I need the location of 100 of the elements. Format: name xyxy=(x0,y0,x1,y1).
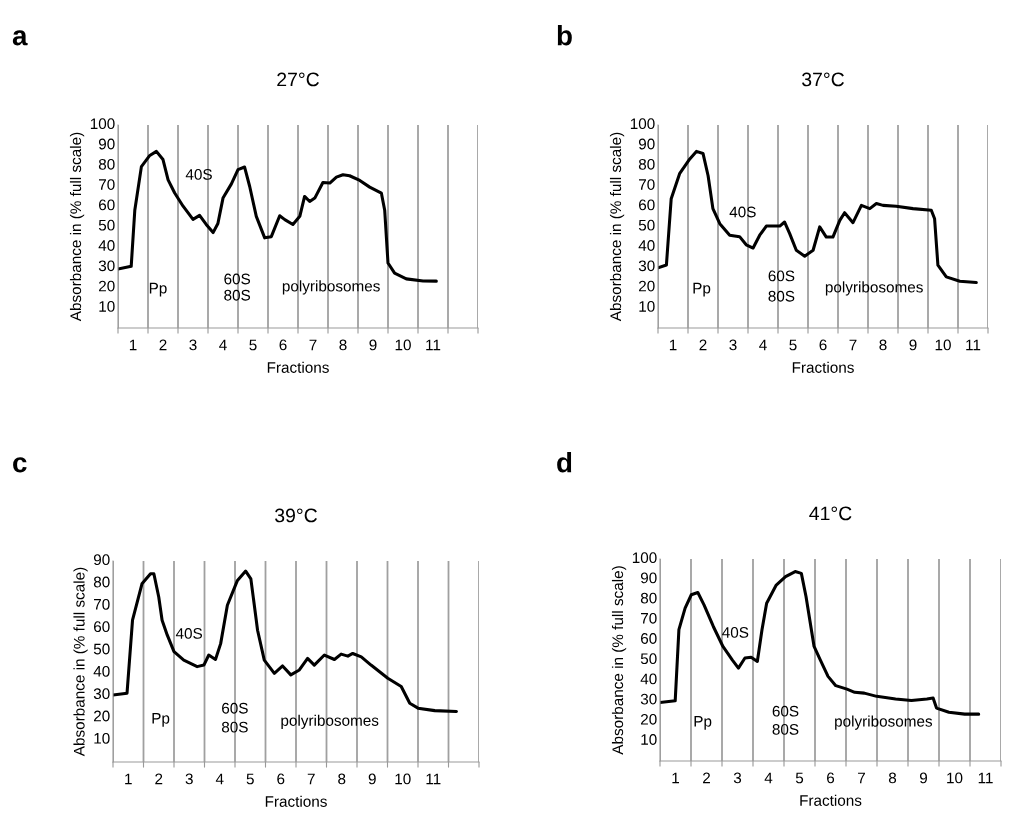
y-tick-label: 70 xyxy=(99,179,115,190)
x-tick-label: 2 xyxy=(159,339,167,351)
y-tick-label: 50 xyxy=(638,219,655,231)
y-tick-label: 20 xyxy=(639,280,655,292)
y-tick-label: 60 xyxy=(94,621,110,633)
x-tick-label: 1 xyxy=(669,339,677,351)
annotation: 40S xyxy=(185,169,212,180)
annotation: 60S xyxy=(772,705,799,717)
x-tick-label: 11 xyxy=(426,339,441,351)
x-tick-label: 10 xyxy=(395,339,411,351)
x-tick-label: 3 xyxy=(729,339,737,351)
x-tick-label: 11 xyxy=(426,773,441,785)
y-tick-label: 80 xyxy=(98,158,115,170)
y-tick-label: 80 xyxy=(640,592,657,604)
y-tick-label: 60 xyxy=(99,199,115,211)
annotation: Pp xyxy=(693,282,711,297)
y-tick-label: 70 xyxy=(639,179,655,190)
x-tick-label: 1 xyxy=(129,339,137,351)
y-tick-label: 80 xyxy=(93,576,110,588)
y-axis-title: Absorbance in (% full scale) xyxy=(69,132,85,322)
y-tick-label: 40 xyxy=(640,673,657,685)
annotation: 60S xyxy=(222,702,248,714)
y-tick-label: 100 xyxy=(630,118,655,130)
annotation: 40S xyxy=(175,628,203,639)
annotation: polyribosomes xyxy=(825,281,923,296)
annotation: 80S xyxy=(768,290,795,302)
x-tick-label: 5 xyxy=(246,773,254,785)
y-tick-label: 90 xyxy=(638,138,655,150)
y-tick-label: 10 xyxy=(94,732,110,744)
x-tick-label: 3 xyxy=(185,773,193,785)
y-tick-label: 60 xyxy=(639,199,655,211)
x-tick-label: 4 xyxy=(764,772,773,784)
x-tick-label: 11 xyxy=(966,339,981,351)
x-tick-label: 9 xyxy=(919,772,928,784)
x-tick-label: 6 xyxy=(277,773,285,785)
annotation: polyribosomes xyxy=(281,714,379,729)
y-tick-label: 90 xyxy=(98,138,115,150)
y-axis-title: Absorbance in (% full scale) xyxy=(611,566,627,755)
y-tick-label: 20 xyxy=(99,280,115,292)
y-tick-label: 40 xyxy=(638,240,655,251)
x-axis-title: Fractions xyxy=(792,361,854,373)
x-tick-label: 4 xyxy=(219,339,227,351)
y-tick-label: 10 xyxy=(99,300,115,312)
x-tick-label: 7 xyxy=(858,772,865,784)
x-tick-label: 9 xyxy=(909,339,917,351)
annotation: 80S xyxy=(224,289,251,301)
annotation: polyribosomes xyxy=(282,280,380,295)
x-axis-title: Fractions xyxy=(265,795,327,807)
x-tick-label: 6 xyxy=(279,339,287,351)
x-tick-label: 5 xyxy=(795,772,804,784)
y-tick-label: 40 xyxy=(98,240,115,251)
x-tick-label: 9 xyxy=(369,339,377,351)
y-tick-label: 70 xyxy=(641,612,657,624)
x-axis-title: Fractions xyxy=(267,361,329,373)
y-tick-label: 80 xyxy=(638,158,655,170)
annotation: 60S xyxy=(224,273,251,285)
x-tick-label: 6 xyxy=(819,339,827,351)
x-tick-label: 9 xyxy=(368,773,376,785)
y-tick-label: 30 xyxy=(98,260,115,272)
x-tick-label: 8 xyxy=(338,773,346,785)
line-series xyxy=(113,569,458,714)
chart-title: 39°C xyxy=(275,508,317,523)
y-axis-title: Absorbance in (% full scale) xyxy=(609,132,625,322)
x-axis-title: Fractions xyxy=(800,794,862,806)
x-tick-label: 2 xyxy=(699,339,707,351)
y-tick-label: 10 xyxy=(641,734,657,745)
y-tick-label: 50 xyxy=(98,219,115,231)
x-tick-label: 1 xyxy=(672,772,679,784)
y-tick-label: 10 xyxy=(639,300,655,312)
x-tick-label: 8 xyxy=(339,339,347,351)
text: d xyxy=(557,452,572,473)
y-axis-title: Absorbance in (% full scale) xyxy=(73,567,88,757)
x-tick-label: 8 xyxy=(879,339,887,351)
y-tick-label: 70 xyxy=(94,598,110,610)
x-tick-label: 7 xyxy=(309,339,317,351)
x-tick-label: 8 xyxy=(888,772,897,784)
x-tick-label: 3 xyxy=(733,772,742,784)
x-tick-label: 4 xyxy=(759,339,767,351)
annotation: Pp xyxy=(149,282,167,297)
annotation: 80S xyxy=(221,721,248,733)
annotation: 40S xyxy=(722,627,749,638)
annotation: polyribosomes xyxy=(835,715,933,730)
x-tick-label: 10 xyxy=(935,339,951,351)
text: a xyxy=(12,30,28,46)
x-tick-label: 1 xyxy=(125,773,132,785)
text: c xyxy=(13,457,27,473)
x-tick-label: 10 xyxy=(395,773,411,785)
x-tick-label: 5 xyxy=(249,339,257,351)
x-tick-label: 7 xyxy=(307,773,315,785)
y-tick-label: 100 xyxy=(632,552,657,564)
chart-title: 37°C xyxy=(802,72,844,87)
x-tick-label: 2 xyxy=(703,772,710,784)
x-tick-label: 11 xyxy=(978,772,993,784)
y-tick-label: 100 xyxy=(90,118,115,130)
y-tick-label: 20 xyxy=(94,710,110,722)
y-tick-label: 30 xyxy=(93,688,110,700)
x-tick-label: 7 xyxy=(849,339,857,351)
y-tick-label: 90 xyxy=(640,572,657,584)
line-series xyxy=(660,569,981,716)
chart-title: 41°C xyxy=(809,506,852,521)
